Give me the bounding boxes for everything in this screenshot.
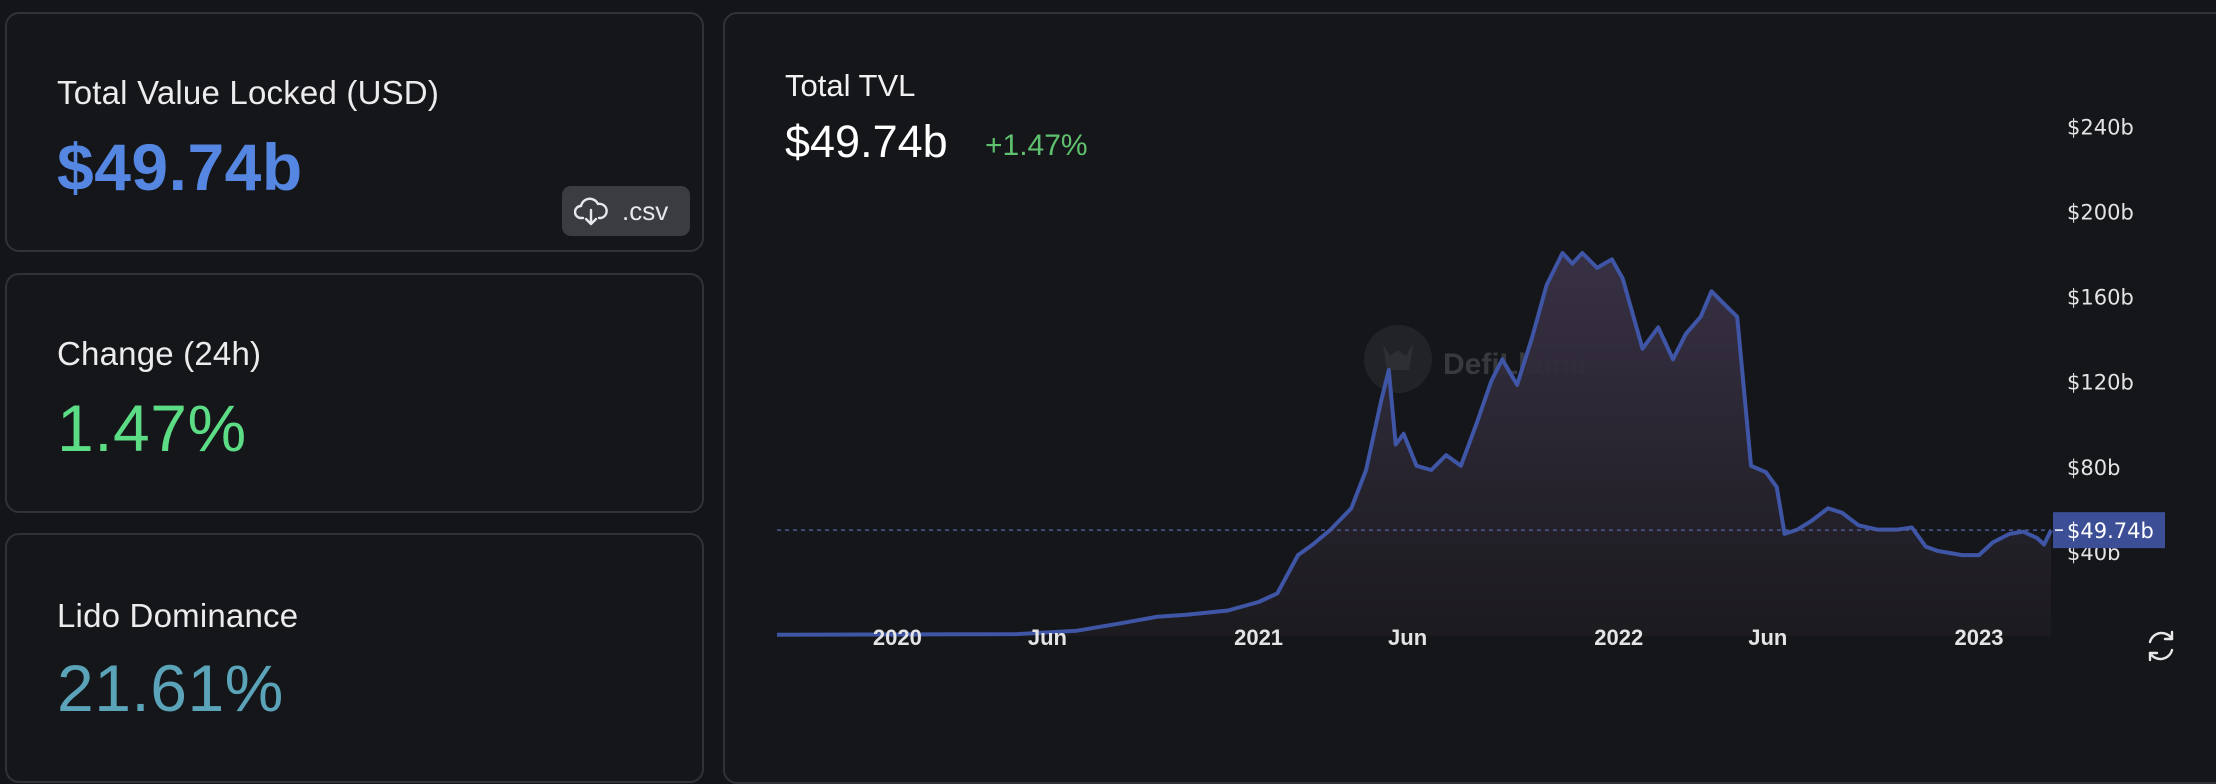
tvl-area-chart[interactable]: DefiLlama $40b$80b$120b$160b$200b$240b$4… (725, 14, 2215, 714)
y-tick-label: $120b (2067, 371, 2134, 395)
change-value: 1.47% (57, 391, 247, 465)
dominance-card: Lido Dominance 21.61% (5, 533, 704, 783)
dominance-label: Lido Dominance (57, 597, 299, 634)
x-tick-label: Jun (1748, 625, 1787, 650)
current-value-label: $49.74b (2067, 519, 2154, 543)
refresh-icon (2148, 630, 2174, 662)
tvl-label: Total Value Locked (USD) (57, 74, 440, 111)
x-tick-label: Jun (1028, 625, 1067, 650)
x-tick-label: 2022 (1594, 625, 1643, 650)
refresh-button[interactable] (2141, 626, 2181, 666)
chart-change-badge: +1.47% (985, 129, 1088, 162)
current-value-marker: $49.74b (2053, 512, 2165, 549)
download-csv-button[interactable]: .csv (562, 186, 690, 236)
tvl-area-fill (777, 253, 2051, 636)
change-card: Change (24h) 1.47% (5, 273, 704, 513)
csv-label: .csv (622, 195, 669, 226)
cloud-download-icon (574, 197, 608, 226)
change-label: Change (24h) (57, 335, 262, 372)
chart-title: Total TVL (785, 68, 916, 103)
y-tick-label: $240b (2067, 115, 2134, 139)
tvl-chart-card: Total TVL $49.74b +1.47% DefiLlama $40b $… (723, 12, 2216, 784)
y-tick-label: $160b (2067, 286, 2134, 310)
y-tick-label: $80b (2067, 456, 2120, 480)
tvl-value: $49.74b (57, 130, 303, 204)
tvl-card: Total Value Locked (USD) $49.74b .csv (5, 12, 704, 252)
dominance-value: 21.61% (57, 651, 284, 725)
x-tick-label: 2020 (873, 625, 922, 650)
chart-current-value: $49.74b (785, 116, 948, 167)
x-tick-label: 2021 (1234, 625, 1283, 650)
x-tick-label: 2023 (1954, 625, 2003, 650)
y-tick-label: $200b (2067, 200, 2134, 224)
x-tick-label: Jun (1388, 625, 1427, 650)
